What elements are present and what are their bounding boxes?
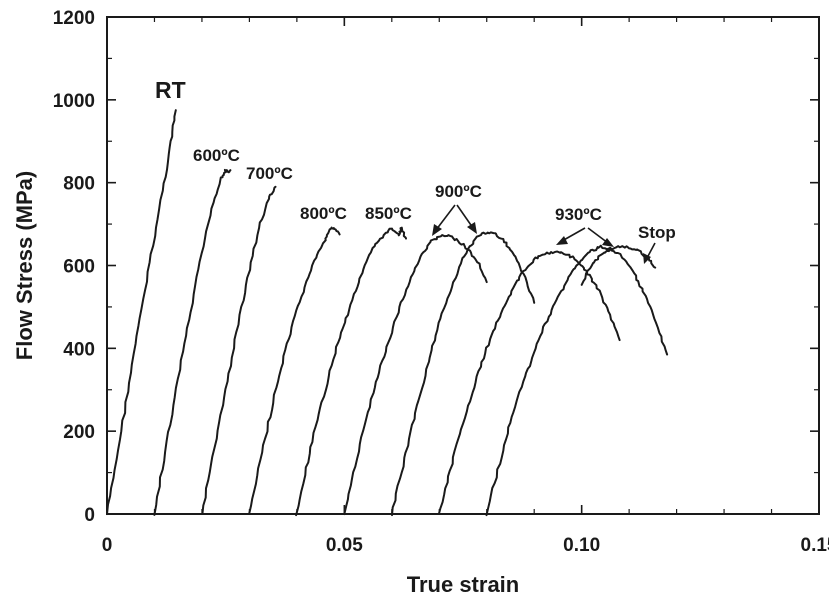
arrowhead-900-right — [467, 222, 477, 234]
label-rt: RT — [155, 77, 186, 103]
series-line-0 — [106, 109, 177, 516]
y-tick-label: 1000 — [53, 91, 95, 112]
label-930c: 930ºC — [555, 205, 602, 224]
arrow-900-right — [456, 204, 474, 229]
y-axis-title: Flow Stress (MPa) — [12, 171, 37, 360]
label-stop: Stop — [638, 223, 676, 242]
annotations: RT 600ºC 700ºC 800ºC 850ºC 900ºC 930ºC S… — [155, 77, 676, 242]
x-tick-label: 0.15 — [801, 535, 829, 556]
arrow-930-left — [561, 227, 586, 242]
y-tick-label: 600 — [63, 257, 95, 278]
label-850c: 850ºC — [365, 204, 412, 223]
label-700c: 700ºC — [246, 164, 293, 183]
y-tick-label: 1200 — [53, 8, 95, 29]
label-600c: 600ºC — [193, 146, 240, 165]
x-tick-label: 0.10 — [563, 535, 600, 556]
arrowhead-900-left — [432, 224, 442, 236]
annotation-arrows — [432, 204, 656, 264]
arrowhead-930-left — [556, 236, 568, 245]
label-900c: 900ºC — [435, 182, 482, 201]
series-line-6 — [391, 231, 536, 517]
arrowhead-stop — [643, 253, 651, 264]
series-line-8 — [485, 244, 669, 517]
series-line-4 — [295, 226, 407, 517]
arrow-stop — [646, 242, 656, 259]
series-line-2 — [201, 185, 277, 515]
series-line-1 — [153, 168, 232, 516]
series-line-3 — [248, 226, 341, 515]
y-tick-label: 200 — [63, 422, 95, 443]
series-line-7 — [438, 250, 621, 514]
label-800c: 800ºC — [300, 204, 347, 223]
arrow-900-left — [435, 204, 456, 231]
curves — [106, 109, 669, 517]
x-axis-title: True strain — [407, 572, 519, 597]
plot-frame — [106, 16, 820, 515]
axes: 0 0.05 0.10 0.15 0 200 400 600 800 1000 1200 True s… — [12, 8, 829, 597]
y-tick-label: 0 — [84, 505, 95, 526]
y-tick-label: 400 — [63, 339, 95, 360]
series-line-5 — [343, 234, 488, 516]
arrow-930-right — [587, 227, 609, 244]
arrowhead-930-right — [602, 238, 614, 247]
x-tick-label: 0 — [102, 535, 113, 556]
y-tick-label: 800 — [63, 174, 95, 195]
x-tick-label: 0.05 — [326, 535, 363, 556]
